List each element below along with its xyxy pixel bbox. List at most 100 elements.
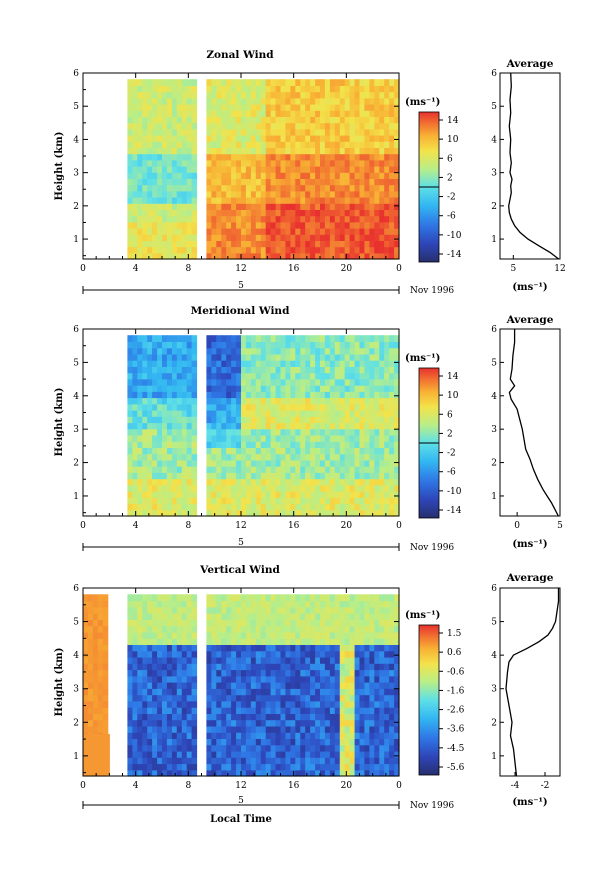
heat-cell bbox=[320, 97, 326, 105]
heat-cell bbox=[334, 159, 341, 167]
heat-cell bbox=[132, 397, 138, 405]
heat-cell bbox=[181, 472, 188, 480]
heat-cell bbox=[92, 707, 99, 714]
heat-cell bbox=[344, 484, 351, 492]
heat-cell bbox=[295, 135, 301, 142]
heat-cell bbox=[280, 203, 286, 210]
heat-cell bbox=[241, 707, 247, 714]
heat-cell bbox=[349, 335, 356, 342]
heat-cell bbox=[290, 656, 296, 664]
heat-cell bbox=[334, 472, 341, 480]
heat-cell bbox=[359, 209, 365, 217]
heat-cell bbox=[211, 700, 217, 708]
heat-cell bbox=[295, 613, 301, 620]
heat-cell bbox=[344, 719, 351, 727]
heat-cell bbox=[285, 335, 291, 342]
heat-cell bbox=[310, 732, 316, 739]
heat-cell bbox=[339, 190, 346, 198]
heat-cell bbox=[379, 594, 385, 602]
heat-cell bbox=[152, 215, 158, 223]
heat-cell bbox=[270, 422, 277, 430]
heat-cell bbox=[171, 447, 178, 455]
colorbar-tick-label: -2 bbox=[447, 449, 456, 459]
heat-cell bbox=[315, 763, 321, 771]
heat-cell bbox=[206, 509, 212, 517]
heat-cell bbox=[181, 416, 188, 424]
heat-cell bbox=[137, 625, 143, 633]
heat-cell bbox=[132, 638, 138, 645]
heat-cell bbox=[255, 215, 262, 223]
heat-cell bbox=[394, 116, 400, 124]
heat-cell bbox=[132, 700, 138, 708]
heat-cell bbox=[162, 97, 168, 105]
heat-cell bbox=[132, 91, 138, 99]
heat-cell bbox=[171, 197, 178, 204]
heat-cell bbox=[374, 104, 380, 111]
heat-cell bbox=[315, 190, 321, 198]
heat-cell bbox=[211, 750, 217, 758]
heat-cell bbox=[181, 215, 188, 223]
heat-cell bbox=[162, 656, 168, 664]
heat-cell bbox=[157, 79, 163, 86]
average-y-tick-label: 3 bbox=[491, 425, 497, 435]
heat-cell bbox=[260, 159, 267, 167]
heat-cell bbox=[394, 600, 400, 608]
heat-cell bbox=[349, 221, 356, 229]
heat-cell bbox=[83, 644, 89, 652]
heat-cell bbox=[394, 682, 400, 689]
heat-cell bbox=[270, 757, 277, 765]
heat-cell bbox=[127, 85, 133, 93]
heat-cell bbox=[221, 178, 227, 186]
heat-cell bbox=[132, 466, 138, 473]
heat-cell bbox=[310, 719, 316, 727]
heat-cell bbox=[216, 497, 222, 505]
heat-cell bbox=[142, 466, 148, 473]
heat-cell bbox=[221, 209, 227, 217]
heat-cell bbox=[142, 135, 148, 142]
heat-cell bbox=[349, 428, 356, 436]
heat-cell bbox=[354, 669, 361, 677]
heat-cell bbox=[290, 209, 296, 217]
heat-cell bbox=[295, 166, 301, 173]
heat-cell bbox=[320, 763, 326, 771]
heat-cell bbox=[166, 240, 173, 248]
heat-cell bbox=[191, 378, 198, 386]
heat-cell bbox=[389, 750, 395, 758]
heat-cell bbox=[329, 441, 336, 448]
heat-cell bbox=[137, 391, 143, 399]
heat-cell bbox=[334, 447, 341, 455]
heat-cell bbox=[211, 203, 217, 210]
heat-cell bbox=[186, 209, 193, 217]
heat-cell bbox=[275, 104, 282, 111]
heat-cell bbox=[221, 663, 227, 671]
heat-cell bbox=[334, 116, 341, 124]
heat-cell bbox=[152, 631, 158, 639]
heat-cell bbox=[250, 466, 257, 473]
heat-cell bbox=[142, 694, 148, 702]
heat-cell bbox=[260, 122, 267, 130]
heat-cell bbox=[162, 675, 168, 683]
heat-cell bbox=[334, 360, 341, 367]
heat-cell bbox=[359, 750, 365, 758]
heat-cell bbox=[176, 744, 183, 752]
heat-cell bbox=[147, 147, 153, 155]
heat-cell bbox=[245, 240, 252, 248]
heat-cell bbox=[241, 128, 247, 136]
heat-cell bbox=[186, 166, 193, 173]
heat-cell bbox=[265, 509, 272, 517]
heat-cell bbox=[127, 638, 133, 645]
heat-cell bbox=[394, 397, 400, 405]
y-axis-label: Height (km) bbox=[54, 388, 65, 457]
heat-cell bbox=[181, 79, 188, 86]
heat-cell bbox=[300, 725, 306, 733]
heat-cell bbox=[339, 447, 346, 455]
heat-cell bbox=[176, 335, 183, 342]
heat-cell bbox=[176, 478, 183, 486]
heat-cell bbox=[176, 104, 183, 111]
heat-cell bbox=[191, 335, 198, 342]
heat-cell bbox=[241, 738, 247, 746]
heat-cell bbox=[324, 104, 331, 111]
heat-cell bbox=[166, 707, 173, 714]
heat-cell bbox=[359, 166, 365, 173]
date-label: Nov 1996 bbox=[410, 543, 454, 553]
